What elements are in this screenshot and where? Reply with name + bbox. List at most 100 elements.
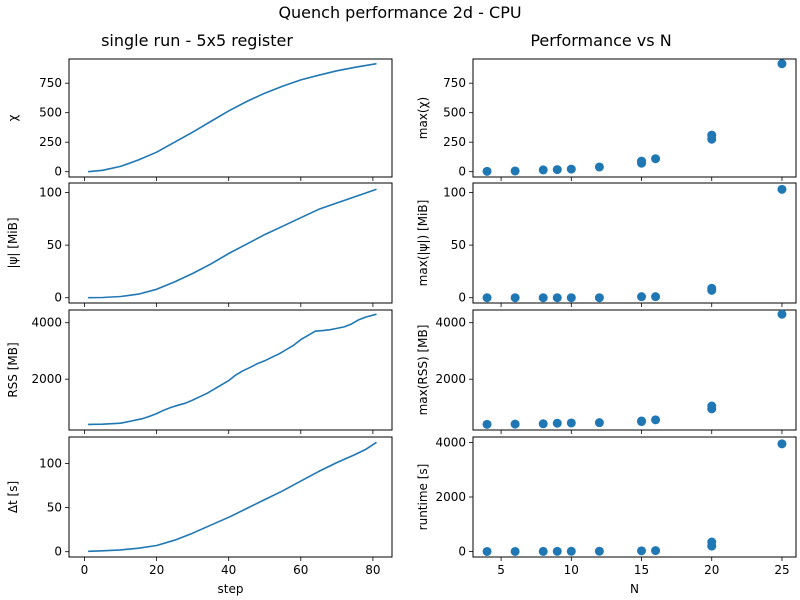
y-tick-label: 2000	[31, 372, 62, 386]
x-axis-label: N	[630, 582, 639, 596]
plot-frame	[68, 436, 393, 558]
y-tick-label: 100	[39, 456, 62, 470]
scatter-point	[637, 156, 647, 166]
scatter-point	[594, 546, 604, 556]
y-axis-label: Δt [s]	[6, 481, 20, 513]
y-tick-label: 100	[443, 185, 466, 199]
y-tick-label: 500	[39, 106, 62, 120]
y-tick-label: 50	[451, 238, 466, 252]
subplot-maxchi-vs-N: 0 250 500 750 max(χ)	[416, 58, 797, 181]
scatter-point	[482, 293, 492, 303]
y-tick-label: 0	[458, 291, 466, 305]
y-axis-label: |ψ| [MiB]	[6, 217, 20, 268]
scatter-point	[552, 293, 562, 303]
x-tick-label: 25	[774, 563, 789, 577]
plot-frame	[472, 182, 797, 304]
scatter-point	[594, 293, 604, 303]
scatter-point	[552, 165, 562, 175]
scatter-point	[510, 546, 520, 556]
y-tick-label: 0	[54, 291, 62, 305]
y-axis-label: max(χ)	[416, 97, 430, 139]
scatter-point	[637, 292, 647, 302]
scatter-point	[651, 546, 661, 556]
scatter-point	[510, 166, 520, 176]
scatter-point	[777, 309, 787, 319]
scatter-point	[777, 439, 787, 449]
scatter-point	[552, 546, 562, 556]
scatter-point	[777, 59, 787, 69]
y-tick-label: 4000	[435, 435, 466, 449]
y-axis-label: max(|ψ|) [MiB]	[416, 200, 430, 287]
x-tick-label: 0	[81, 563, 89, 577]
y-axis-label: RSS [MB]	[6, 342, 20, 397]
plot-frame	[472, 58, 797, 178]
y-tick-label: 2000	[435, 490, 466, 504]
scatter-point	[510, 293, 520, 303]
scatter-point	[482, 166, 492, 176]
scatter-point	[707, 283, 717, 293]
y-tick-label: 500	[443, 106, 466, 120]
scatter-point	[707, 401, 717, 411]
x-tick-label: 10	[564, 563, 579, 577]
plot-frame	[68, 309, 393, 431]
left-column-title: single run - 5x5 register	[101, 31, 293, 50]
y-tick-label: 0	[54, 165, 62, 179]
y-tick-label: 750	[443, 76, 466, 90]
scatter-point	[637, 546, 647, 556]
plot-frame	[68, 182, 393, 304]
series-line	[88, 441, 377, 553]
y-tick-label: 4000	[31, 316, 62, 330]
y-tick-label: 2000	[435, 372, 466, 386]
x-tick-label: 5	[497, 563, 505, 577]
y-tick-label: 250	[443, 135, 466, 149]
series-line	[88, 188, 377, 299]
plot-frame	[68, 58, 393, 178]
y-tick-label: 250	[39, 135, 62, 149]
scatter-point	[538, 293, 548, 303]
x-tick-label: 60	[293, 563, 308, 577]
x-axis-label: step	[218, 582, 244, 596]
scatter-point	[651, 292, 661, 302]
scatter-point	[707, 537, 717, 547]
scatter-point	[777, 184, 787, 194]
scatter-point	[707, 130, 717, 140]
scatter-point	[566, 546, 576, 556]
y-tick-label: 750	[39, 76, 62, 90]
y-tick-label: 0	[458, 545, 466, 559]
x-tick-label: 80	[365, 563, 380, 577]
subplot-chi-vs-step: 0 250 500 750 χ	[6, 58, 393, 181]
scatter-point	[538, 165, 548, 175]
scatter-point	[566, 418, 576, 428]
figure-title: Quench performance 2d - CPU	[278, 3, 521, 22]
plot-frame	[472, 309, 797, 431]
series-line	[88, 313, 377, 426]
scatter-point	[651, 154, 661, 164]
x-tick-label: 20	[149, 563, 164, 577]
y-axis-label: runtime [s]	[416, 464, 430, 531]
x-tick-label: 15	[634, 563, 649, 577]
subplot-psi-vs-step: 0 50 100 |ψ| [MiB]	[6, 182, 393, 307]
scatter-point	[594, 418, 604, 428]
scatter-point	[566, 164, 576, 174]
scatter-point	[594, 162, 604, 172]
scatter-point	[510, 419, 520, 429]
scatter-point	[482, 419, 492, 429]
scatter-point	[552, 418, 562, 428]
plot-frame	[472, 436, 797, 558]
scatter-point	[538, 419, 548, 429]
subplot-dt-vs-step: 0 20 40 60 80 0 50 100 Δt [s] step	[6, 436, 393, 596]
x-tick-label: 40	[221, 563, 236, 577]
subplot-maxpsi-vs-N: 0 50 100 max(|ψ|) [MiB]	[416, 182, 797, 307]
scatter-point	[566, 293, 576, 303]
y-tick-label: 0	[458, 165, 466, 179]
scatter-point	[651, 415, 661, 425]
series-line	[88, 62, 377, 173]
subplot-rss-vs-step: 2000 4000 RSS [MB]	[6, 309, 393, 434]
scatter-point	[538, 546, 548, 556]
y-tick-label: 50	[47, 501, 62, 515]
y-axis-label: χ	[6, 114, 20, 121]
y-tick-label: 100	[39, 185, 62, 199]
y-axis-label: max(RSS) [MB]	[416, 325, 430, 416]
